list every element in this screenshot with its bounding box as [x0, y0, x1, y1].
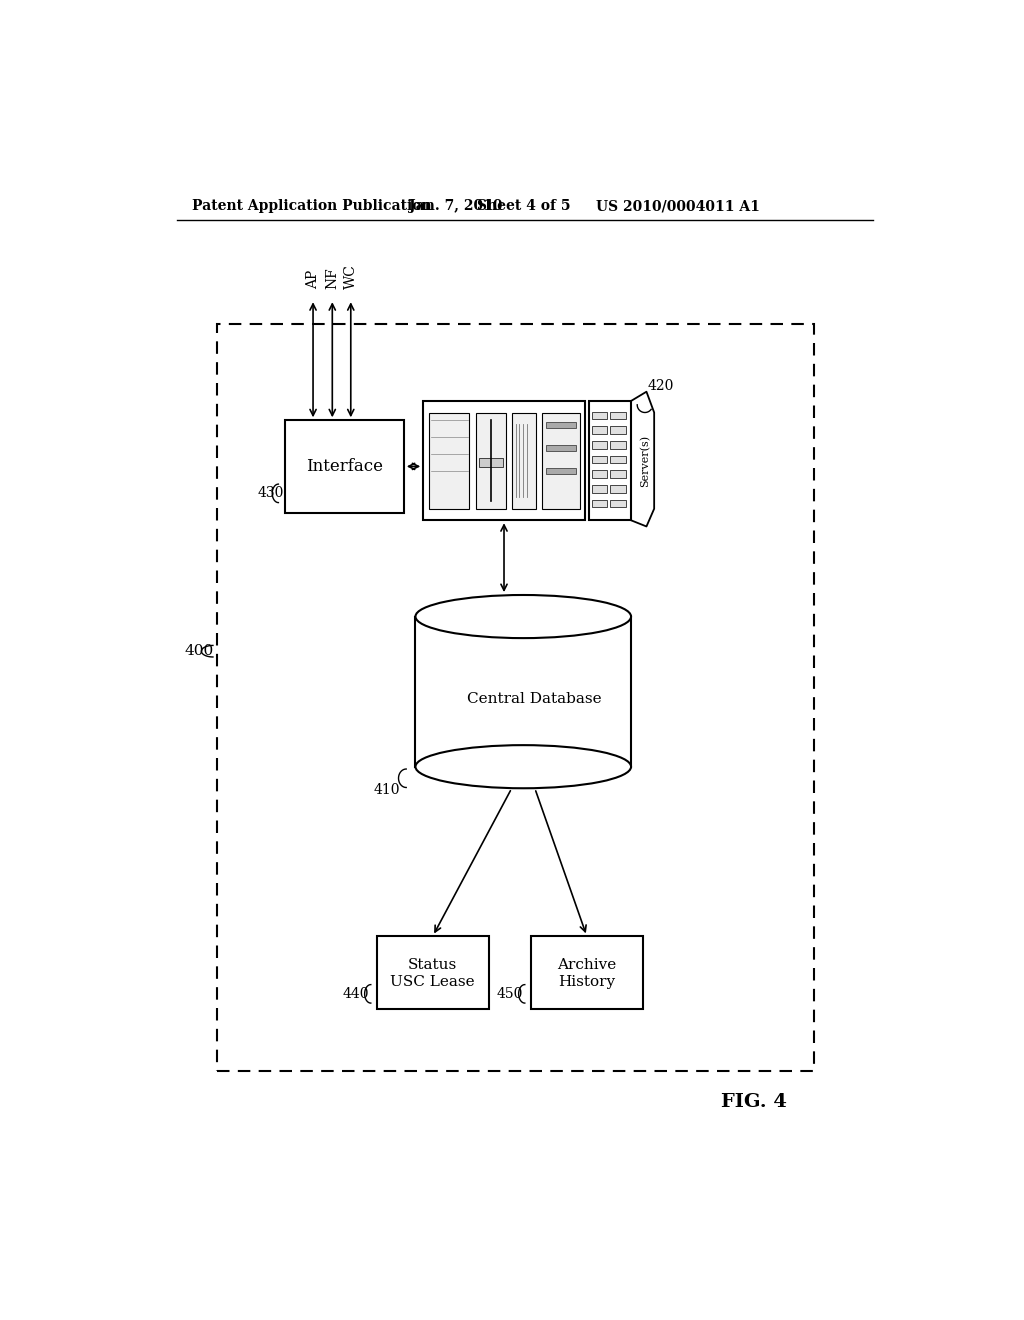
Bar: [592, 426, 607, 434]
Bar: [217, 323, 813, 1071]
Bar: [592, 484, 607, 492]
Bar: [478, 458, 503, 467]
Text: AP: AP: [306, 271, 321, 289]
Bar: [610, 412, 626, 420]
Text: NF: NF: [326, 268, 339, 289]
Bar: [610, 426, 626, 434]
Bar: [512, 412, 536, 508]
Bar: [377, 936, 488, 1010]
Bar: [531, 936, 643, 1010]
Text: FIG. 4: FIG. 4: [721, 1093, 787, 1110]
Text: USC Lease: USC Lease: [390, 975, 475, 989]
Bar: [610, 484, 626, 492]
Text: Archive: Archive: [557, 958, 616, 972]
Text: Patent Application Publication: Patent Application Publication: [193, 199, 432, 213]
Text: Status: Status: [409, 958, 458, 972]
Bar: [610, 455, 626, 463]
Bar: [610, 470, 626, 478]
Bar: [546, 469, 577, 474]
Bar: [592, 499, 607, 507]
Bar: [285, 420, 403, 512]
Bar: [546, 422, 577, 428]
Bar: [592, 412, 607, 420]
Text: Central Database: Central Database: [468, 692, 602, 706]
Text: WC: WC: [344, 264, 357, 289]
Text: Server(s): Server(s): [640, 434, 650, 487]
Bar: [610, 499, 626, 507]
Text: Jan. 7, 2010: Jan. 7, 2010: [410, 199, 503, 213]
Text: Sheet 4 of 5: Sheet 4 of 5: [477, 199, 570, 213]
Text: 400: 400: [184, 644, 214, 659]
Text: US 2010/0004011 A1: US 2010/0004011 A1: [596, 199, 760, 213]
Text: History: History: [558, 975, 615, 989]
Bar: [475, 412, 506, 508]
Text: 420: 420: [648, 379, 675, 392]
Ellipse shape: [416, 744, 631, 788]
Text: 410: 410: [373, 783, 399, 797]
Text: Interface: Interface: [306, 458, 383, 475]
Bar: [592, 470, 607, 478]
Text: 430: 430: [258, 486, 284, 500]
Text: 450: 450: [497, 987, 522, 1001]
Bar: [610, 441, 626, 449]
Bar: [423, 401, 585, 520]
Bar: [592, 455, 607, 463]
Ellipse shape: [416, 595, 631, 638]
Bar: [546, 445, 577, 451]
Text: 440: 440: [342, 987, 369, 1001]
Bar: [592, 441, 607, 449]
Bar: [542, 412, 581, 508]
Bar: [589, 401, 631, 520]
Bar: [416, 616, 631, 767]
Bar: [429, 412, 469, 508]
